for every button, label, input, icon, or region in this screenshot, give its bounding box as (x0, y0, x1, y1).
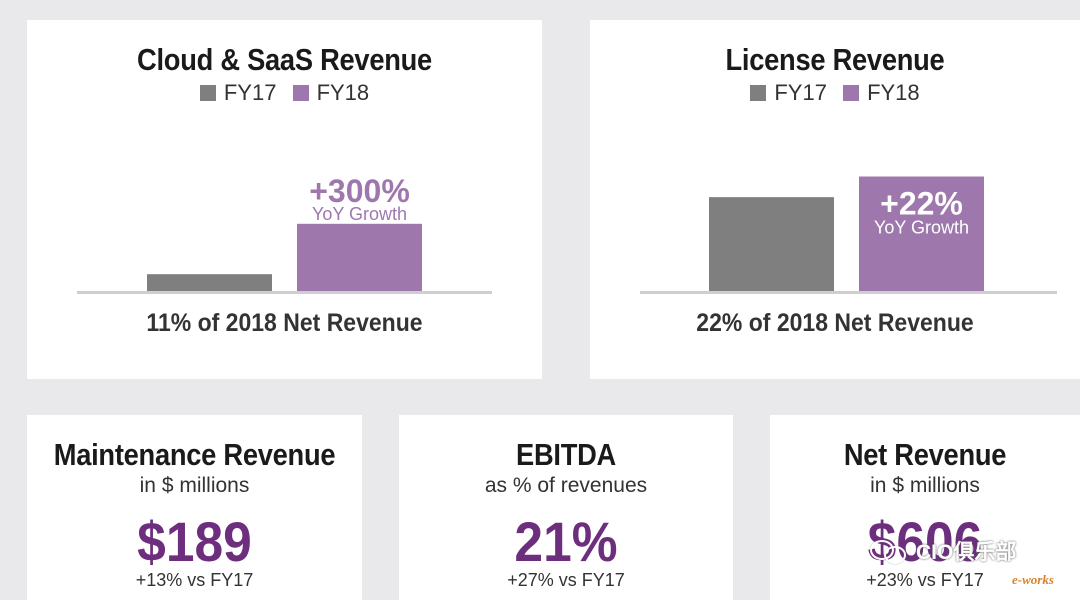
net-revenue-card: Net Revenue in $ millions $606 +23% vs F… (770, 415, 1080, 600)
legend-label-fy18: FY18 (316, 80, 370, 105)
license-revenue-card: License Revenue FY17 FY18 +22% YoY Growth… (590, 20, 1080, 379)
chart-legend: FY17 FY18 (590, 80, 1080, 107)
license-bar-chart: +22%YoY Growth (640, 176, 1057, 294)
kpi-subtitle: in $ millions (870, 474, 980, 497)
watermark-text: CIO俱乐部 (916, 541, 1017, 564)
legend-label-fy18: FY18 (867, 80, 920, 105)
chart-footnote: 22% of 2018 Net Revenue (696, 309, 974, 337)
bar-fy17 (147, 274, 272, 291)
legend-item-fy17: FY17 (199, 80, 277, 106)
data-label-yoy: YoY Growth (874, 218, 969, 238)
kpi-change: +13% vs FY17 (135, 570, 254, 590)
wechat-icon (870, 538, 910, 564)
kpi-title: EBITDA (516, 437, 616, 472)
legend-item-fy18: FY18 (843, 80, 920, 106)
bar-fy18 (297, 223, 422, 291)
chart-footnote: 11% of 2018 Net Revenue (146, 309, 423, 337)
legend-swatch-fy17 (750, 85, 767, 101)
watermark: CIO俱乐部 (870, 536, 1016, 566)
kpi-change: +27% vs FY17 (507, 570, 625, 590)
legend-item-fy17: FY17 (750, 80, 827, 106)
legend-item-fy18: FY18 (292, 80, 370, 106)
chart-legend: FY17 FY18 (27, 80, 542, 107)
maintenance-revenue-card: Maintenance Revenue in $ millions $189 +… (27, 415, 362, 600)
cloud-saas-revenue-card: Cloud & SaaS Revenue FY17 FY18 +300% YoY … (27, 20, 542, 379)
chart-title: Cloud & SaaS Revenue (137, 42, 432, 77)
legend-swatch-fy17 (199, 85, 216, 101)
kpi-subtitle: as % of revenues (484, 474, 648, 497)
kpi-change: +23% vs FY17 (866, 570, 984, 590)
data-label-yoy: YoY Growth (312, 204, 407, 224)
kpi-subtitle: in $ millions (139, 474, 250, 497)
legend-swatch-fy18 (292, 85, 309, 101)
bar-fy18 (859, 176, 984, 291)
chart-title: License Revenue (725, 42, 945, 77)
eworks-logo: e-works (1012, 572, 1054, 587)
kpi-value: $189 (137, 510, 252, 573)
cloud-saas-bar-chart: +300%YoY Growth (77, 173, 492, 294)
kpi-title: Net Revenue (843, 437, 1007, 472)
bar-fy17 (709, 197, 834, 291)
kpi-title: Maintenance Revenue (53, 437, 336, 472)
data-label-growth: +300% (309, 173, 410, 209)
legend-swatch-fy18 (843, 85, 860, 101)
kpi-value: 21% (514, 510, 618, 573)
legend-label-fy17: FY17 (223, 80, 277, 105)
data-label-growth: +22% (880, 186, 963, 222)
legend-label-fy17: FY17 (774, 80, 827, 105)
ebitda-card: EBITDA as % of revenues 21% +27% vs FY17 (399, 415, 733, 600)
